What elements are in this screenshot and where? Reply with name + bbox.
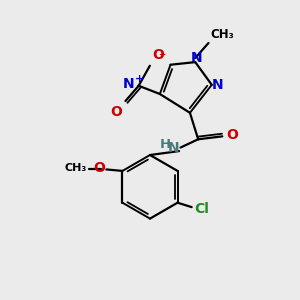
Text: +: + <box>135 74 144 84</box>
Text: N: N <box>123 77 135 91</box>
Text: N: N <box>190 51 202 65</box>
Text: CH₃: CH₃ <box>65 163 87 173</box>
Text: CH₃: CH₃ <box>210 28 234 40</box>
Text: O: O <box>152 48 164 62</box>
Text: O: O <box>111 106 122 119</box>
Text: N: N <box>211 78 223 92</box>
Text: N: N <box>167 141 179 155</box>
Text: H: H <box>160 137 171 151</box>
Text: O: O <box>93 161 105 175</box>
Text: O: O <box>226 128 238 142</box>
Text: Cl: Cl <box>194 202 209 216</box>
Text: ⁻: ⁻ <box>158 50 166 64</box>
